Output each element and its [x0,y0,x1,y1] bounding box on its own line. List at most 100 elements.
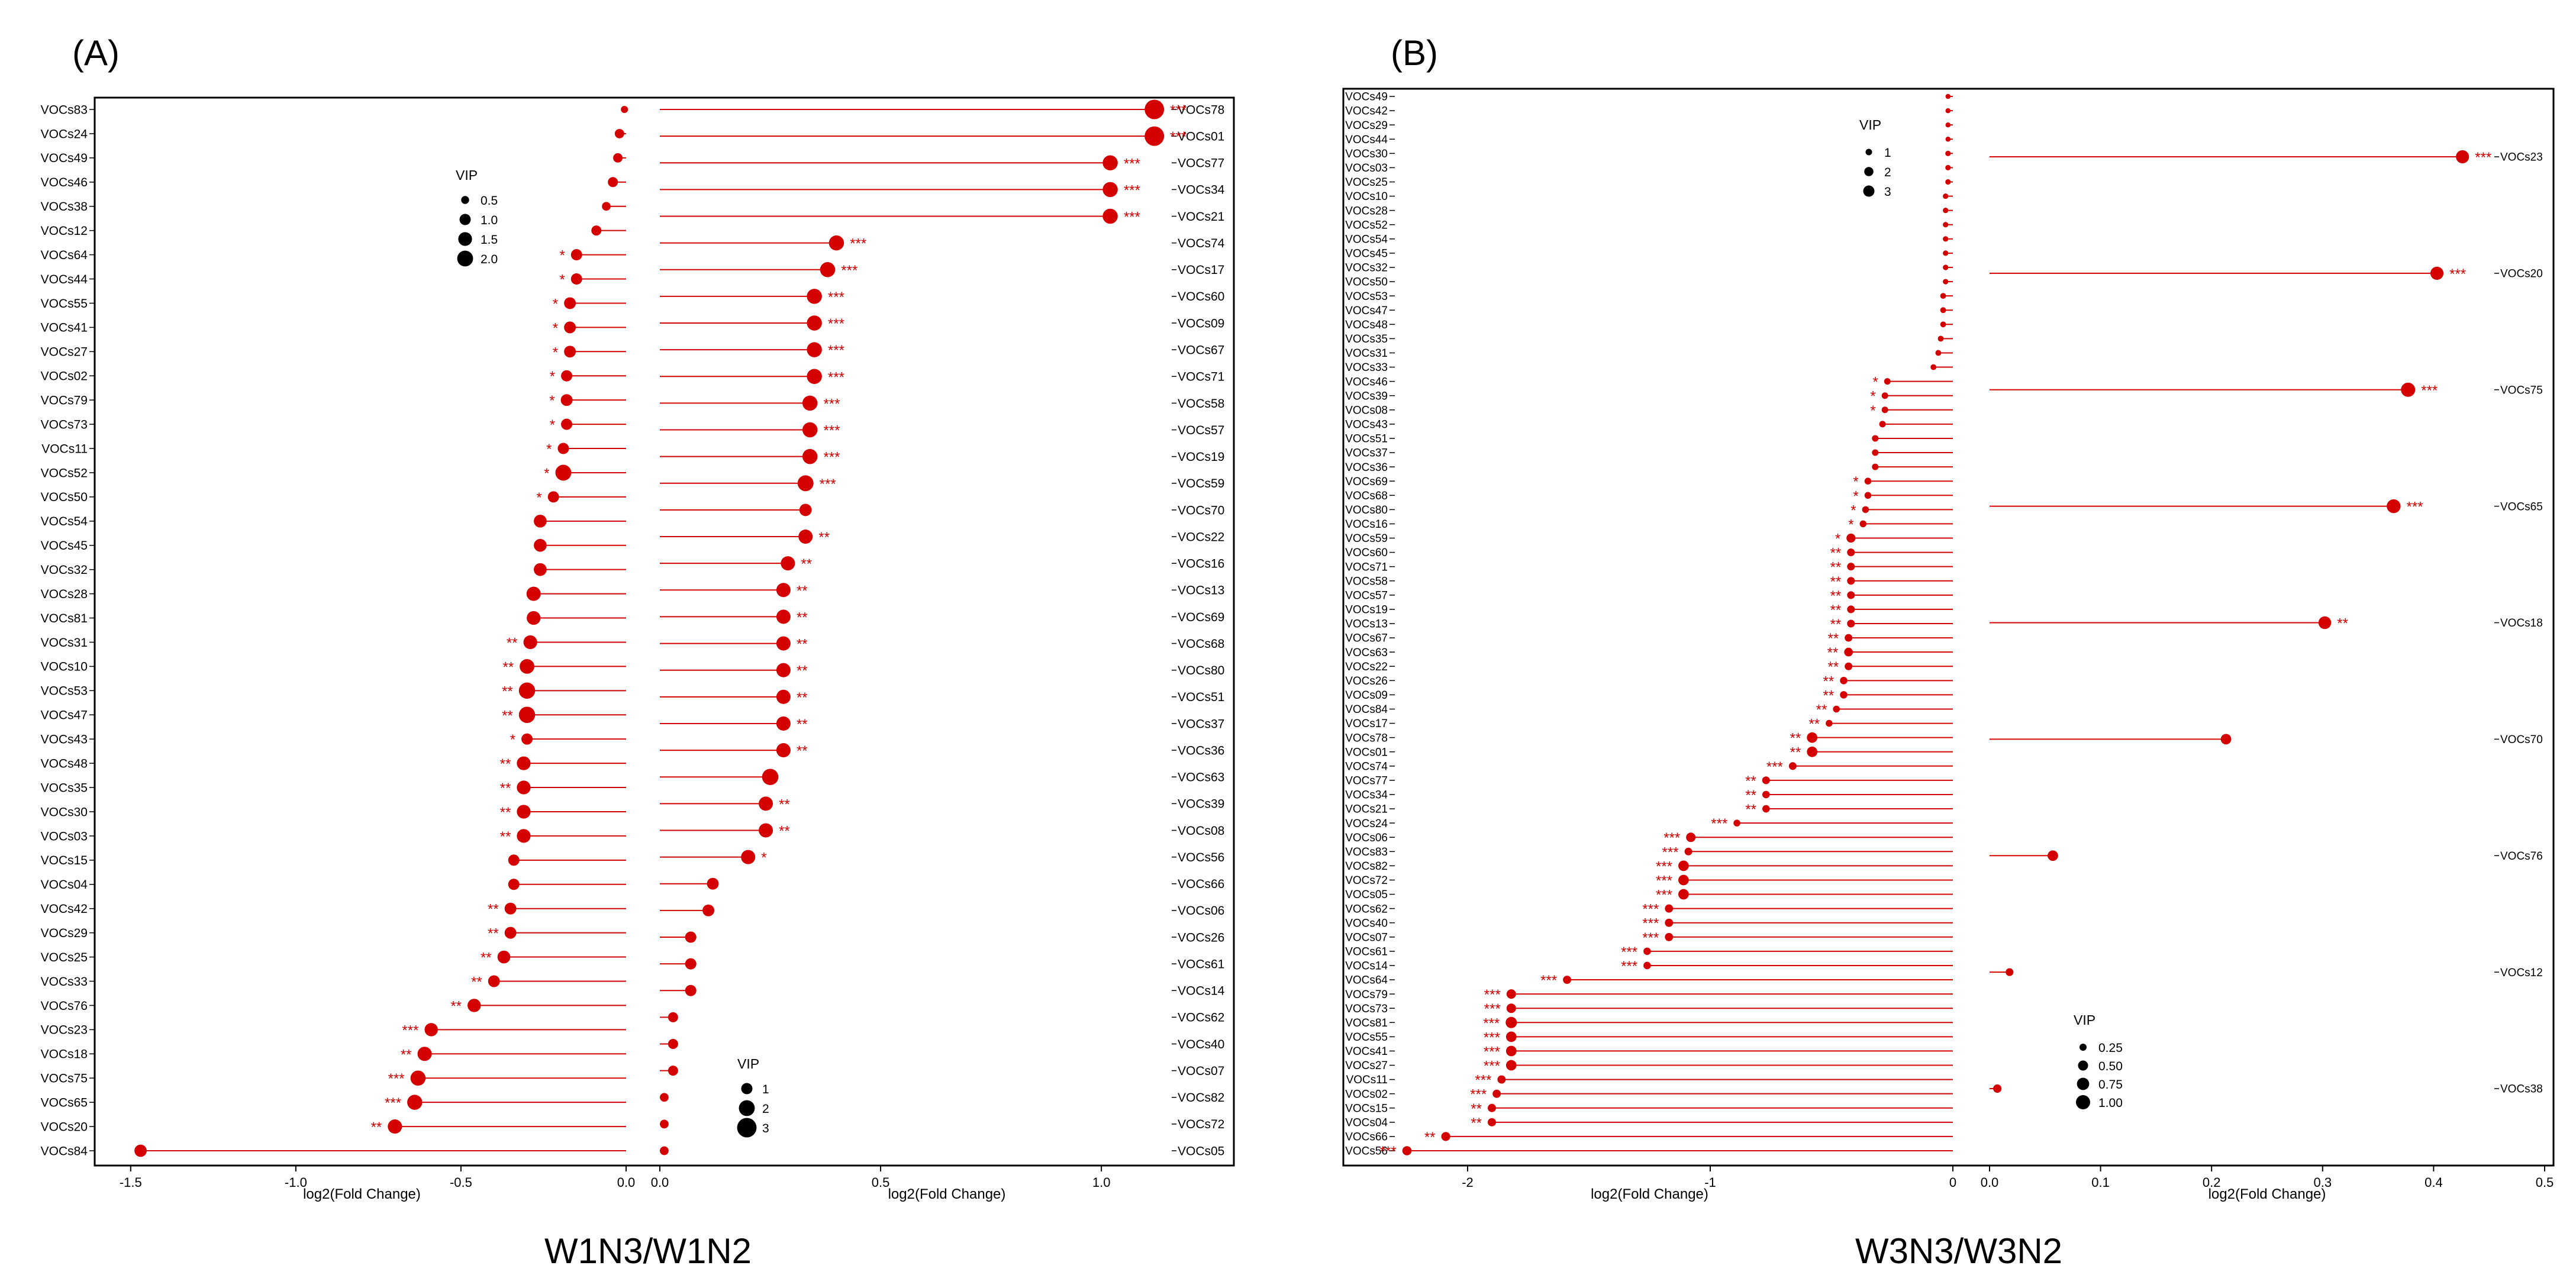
x-axis-label: log2(Fold Change) [888,1186,1006,1202]
lollipop-dot [388,1119,402,1134]
lollipop-dot [2220,734,2232,745]
lollipop-dot [1506,1003,1516,1013]
y-tick-label: VOCs84 [1345,703,1388,716]
significance-label: *** [1621,958,1637,974]
y-tick-label: VOCs06 [1345,832,1388,844]
lollipop-dot [517,756,531,770]
lollipop-dot [685,984,697,996]
significance-label: ** [500,805,511,821]
x-axis-label: log2(Fold Change) [1591,1186,1708,1202]
significance-label: ** [500,756,511,772]
lollipop-dot [776,743,791,758]
lollipop-dot [820,262,836,277]
significance-label: ** [1828,659,1839,675]
lollipop-dot [1881,406,1888,414]
lollipop-dot [668,1066,678,1076]
lollipop-dot [776,609,791,624]
lollipop-dot [1945,108,1951,114]
y-tick-label: VOCs78 [1178,103,1224,117]
y-tick-label: VOCs74 [1178,237,1225,250]
legend-title: VIP [1859,117,1881,133]
lollipop-dot [564,297,576,309]
significance-label: *** [1484,1058,1500,1074]
lollipop-dot [570,249,582,261]
significance-label: ** [500,829,511,845]
y-tick-label: VOCs68 [1178,637,1224,651]
y-tick-label: VOCs80 [1178,664,1224,677]
lollipop-dot [407,1095,423,1110]
x-tick-label: 0.4 [2425,1175,2443,1190]
panel-a-frame [94,96,1235,1167]
legend-label: 0.75 [2098,1078,2123,1092]
y-tick-label: VOCs02 [1345,1088,1388,1100]
significance-label: *** [1642,916,1659,932]
significance-label: *** [1711,816,1727,832]
y-tick-label: VOCs81 [1345,1017,1388,1029]
lollipop-dot [1943,236,1949,242]
y-tick-label: VOCs51 [1178,690,1224,704]
significance-label: ** [779,796,790,812]
y-tick-label: VOCs36 [1345,461,1388,474]
y-tick-label: VOCs28 [1345,205,1388,217]
y-tick-label: VOCs01 [1178,130,1224,143]
significance-label: ** [401,1047,412,1063]
y-tick-label: VOCs20 [41,1120,88,1134]
significance-label: ** [1830,560,1842,576]
significance-label: *** [2421,383,2438,399]
lollipop-dot [802,422,818,438]
significance-label: *** [1656,873,1672,889]
legend-label: 1.5 [481,233,498,247]
significance-label: *** [2449,266,2466,282]
lollipop-dot [1506,989,1516,999]
y-tick-label: VOCs64 [41,248,88,262]
lollipop-dot [1847,548,1855,557]
y-tick-label: VOCs30 [41,805,88,819]
lollipop-dot [1945,136,1951,142]
significance-label: *** [1656,858,1672,874]
significance-label: *** [823,423,840,439]
lollipop-dot [1102,208,1118,224]
significance-label: *** [1380,1144,1397,1160]
lollipop-dot [1402,1146,1412,1155]
significance-label: *** [828,343,844,359]
y-tick-label: VOCs44 [41,273,88,286]
x-tick-label: 0.2 [2203,1175,2221,1190]
y-tick-label: VOCs61 [1178,957,1224,971]
legend-title: VIP [2074,1012,2095,1028]
y-tick-label: VOCs53 [41,685,88,698]
y-tick-label: VOCs34 [1178,183,1225,197]
lollipop-dot [802,395,818,411]
x-tick-label: 1.0 [1092,1175,1111,1190]
lollipop-dot [668,1038,678,1049]
significance-label: *** [841,263,857,279]
lollipop-dot [1935,350,1942,356]
y-tick-label: VOCs52 [1345,219,1388,231]
significance-label: ** [1830,574,1842,590]
y-tick-label: VOCs68 [1345,490,1388,502]
significance-label: * [1835,531,1840,547]
lollipop-dot [1505,1060,1517,1071]
legend-dot [458,232,472,246]
lollipop-dot [1505,1031,1517,1042]
significance-label: * [1853,488,1858,504]
legend-title: VIP [737,1056,759,1071]
y-tick-label: VOCs27 [1345,1060,1388,1072]
y-tick-label: VOCs09 [1178,317,1224,330]
x-tick-label: -1.0 [285,1175,307,1190]
significance-label: *** [1642,902,1659,918]
lollipop-dot [1684,847,1692,856]
y-tick-label: VOCs67 [1345,632,1388,645]
significance-label: ** [1827,645,1839,661]
legend-dot [459,214,471,225]
y-tick-label: VOCs10 [41,660,88,674]
significance-label: *** [820,476,836,492]
significance-label: *** [828,369,844,385]
lollipop-dot [1807,746,1818,757]
significance-label: * [553,320,558,336]
lollipop-dot [1762,805,1770,813]
lollipop-dot [2048,850,2058,861]
significance-label: ** [1830,545,1842,561]
y-tick-label: VOCs72 [1178,1118,1224,1131]
